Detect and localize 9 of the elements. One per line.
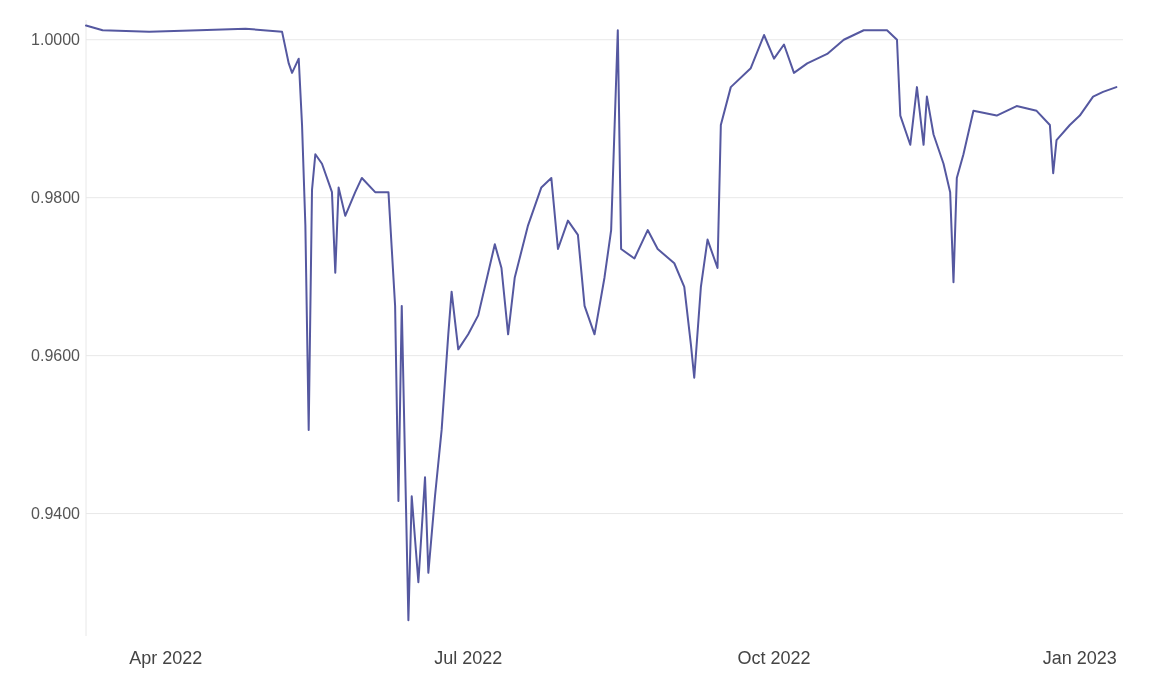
y-tick-label: 0.9800 bbox=[31, 189, 81, 207]
x-tick-label: Jan 2023 bbox=[1042, 648, 1117, 668]
y-tick-label: 0.9400 bbox=[31, 505, 81, 523]
y-tick-label: 1.0000 bbox=[31, 31, 81, 49]
x-tick-label: Jul 2022 bbox=[434, 648, 503, 668]
x-tick-label: Oct 2022 bbox=[737, 648, 811, 668]
line-series bbox=[85, 24, 1118, 622]
x-tick-label: Apr 2022 bbox=[129, 648, 203, 668]
y-tick-label: 0.9600 bbox=[31, 347, 81, 365]
